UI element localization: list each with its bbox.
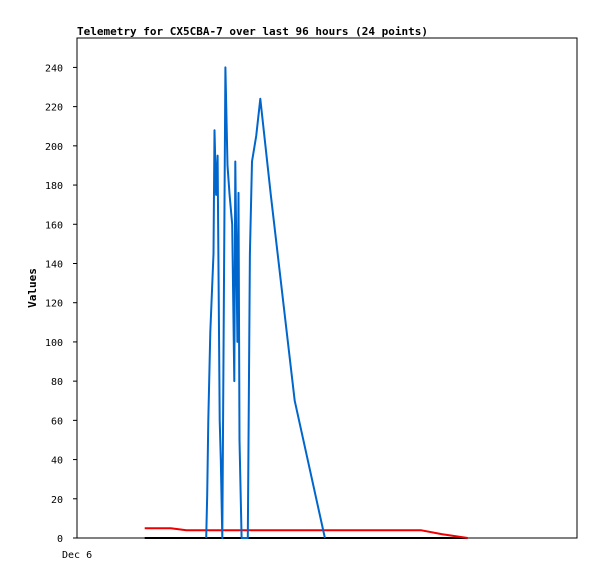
- series-layer: [144, 66, 468, 539]
- y-tick-label: 40: [51, 456, 63, 467]
- chart-title: Telemetry for CX5CBA-7 over last 96 hour…: [77, 25, 428, 38]
- y-tick-label: 20: [51, 495, 63, 506]
- y-tick-label: 200: [45, 142, 63, 153]
- y-axis-ticks: 0 20 40 60 80 100 120 140 160 180 200 220 240: [45, 63, 77, 545]
- y-tick-label: 240: [45, 63, 63, 74]
- series-line-1: [144, 527, 468, 539]
- plot-area: [76, 37, 578, 539]
- y-tick-label: 120: [45, 299, 63, 310]
- y-tick-label: 140: [45, 259, 63, 270]
- y-tick-label: 100: [45, 338, 63, 349]
- x-tick-label: Dec 6: [62, 550, 92, 561]
- series-line-0: [205, 66, 326, 539]
- y-tick-label: 180: [45, 181, 63, 192]
- y-tick-label: 0: [57, 534, 63, 545]
- y-tick-label: 160: [45, 220, 63, 231]
- y-tick-label: 60: [51, 416, 63, 427]
- y-axis-label: Values: [26, 268, 39, 308]
- y-tick-label: 220: [45, 103, 63, 114]
- y-tick-label: 80: [51, 377, 63, 388]
